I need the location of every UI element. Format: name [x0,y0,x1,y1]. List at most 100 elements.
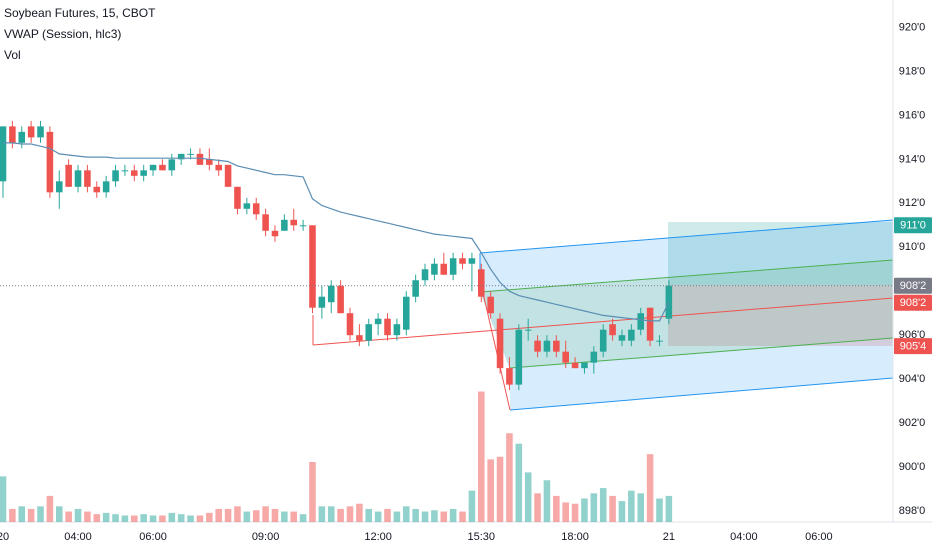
candle-body [478,269,485,297]
volume-bar [74,508,82,522]
candle-body [271,230,279,237]
y-tick-label: 912'0 [899,197,926,209]
candle-body [506,368,513,385]
volume-bar [121,515,129,522]
candle-body [206,159,213,165]
channel-lower [509,377,894,411]
candles [0,120,673,391]
candle-body [543,340,551,352]
price-label: 908'2 [900,280,927,292]
candle-body [18,131,26,143]
candle-body [281,219,288,231]
candle-body [290,219,298,226]
volume-bar [37,506,44,522]
vwap-line [3,142,670,322]
candle-body [515,329,523,385]
volume-bar [562,502,569,522]
volume-bar [271,508,279,522]
volume-bar [646,454,654,522]
legend-vol: Vol [4,48,21,62]
volume-bar [149,515,157,522]
y-tick-label: 916'0 [899,109,926,121]
candle-body [168,159,176,171]
volume-bar [102,512,110,522]
candle-body [337,285,344,314]
candle-body [55,181,63,193]
candle-body [112,170,119,182]
volume-bar [159,515,166,522]
volume-bar [402,506,410,522]
candle-body [562,351,569,363]
volume-bar [599,488,607,522]
volume-bar [215,508,222,522]
volume-bar [543,480,551,522]
candle-body [431,263,438,275]
price-label-box [894,217,932,234]
loss-zone [668,285,893,346]
channel-upper [479,219,894,254]
y-tick-label: 920'0 [899,21,926,33]
candle-body [84,170,91,187]
candle-body [327,285,335,303]
candle-body [365,324,373,341]
price-label-box [894,338,932,355]
candle-body [618,335,626,341]
candle-body [534,340,541,352]
volume-bar [18,506,26,522]
volume-bar [262,506,269,522]
candle-body [459,258,466,264]
candle-body [187,153,194,155]
price-label: 905'4 [900,341,927,353]
volume-bar [412,508,419,522]
volume-bar [131,515,138,522]
volume-bar [0,476,7,522]
candle-body [590,351,598,363]
candle-body [637,313,645,330]
volume-bar [384,508,391,522]
candle-body [656,340,663,342]
candle-body [243,203,251,209]
y-tick-label: 918'0 [899,65,926,77]
volume-bar [440,511,448,522]
volume-bar [496,456,504,522]
volume-bar [290,511,298,522]
volume-bar [234,506,241,522]
volume-bar [628,490,635,522]
volume-bar [27,508,35,522]
x-tick-label: 09:00 [252,531,280,543]
inner-channel-fill [480,260,893,368]
x-tick-label: 06:00 [805,531,833,543]
volume-bar [468,490,476,522]
candle-body [393,324,401,336]
volume-bar [665,495,673,522]
x-tick-label: 18:00 [561,531,589,543]
volume-bar [534,493,541,522]
candle-body [121,170,129,172]
candle-body [27,126,35,138]
candle-body [609,324,616,336]
candle-body [374,318,382,325]
price-label: 908'2 [900,297,927,309]
candle-body [468,258,476,264]
candle-body [131,170,138,176]
candle-body [318,296,326,308]
candle-body [74,170,82,187]
volume-bar [346,506,354,522]
x-tick-label: 04:00 [730,531,758,543]
x-tick-label: 21 [663,531,675,543]
candle-body [421,269,429,281]
volume-bar [637,493,645,522]
volume-bar [524,472,532,522]
x-tick-label: 15:30 [468,531,496,543]
candle-body [449,258,457,275]
candle-body [252,203,260,215]
volume-bar [252,510,260,522]
volume-bar [318,506,326,522]
candle-body [262,214,269,231]
y-tick-label: 900'0 [899,461,926,473]
candle-body [487,296,494,314]
y-tick-label: 898'0 [899,505,926,517]
candle-body [299,225,307,227]
x-tick-label: 04:00 [64,531,92,543]
candle-body [440,263,448,275]
